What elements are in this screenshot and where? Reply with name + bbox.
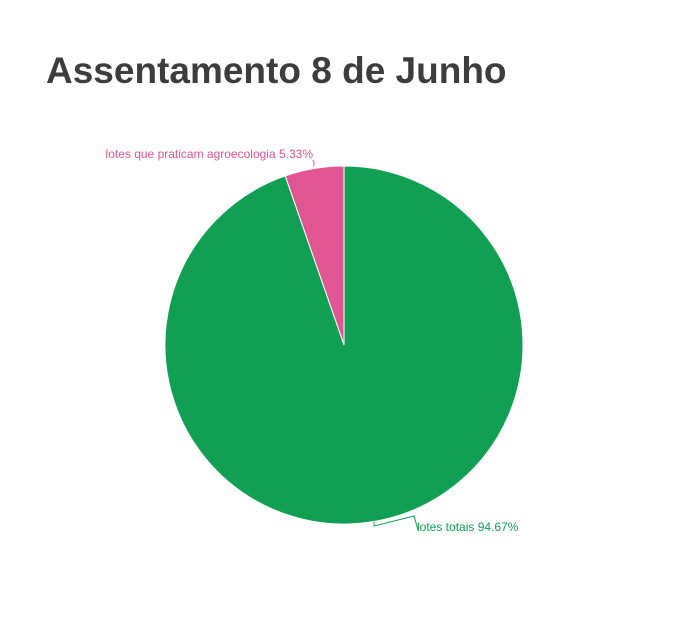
slice-labels: lotes que praticam agroecologia 5.33% lot…	[106, 147, 519, 534]
label-leaders	[312, 159, 419, 531]
pie-slice-lotes-totais	[164, 165, 524, 525]
slice-label-agroecologia: lotes que praticam agroecologia 5.33%	[106, 147, 314, 161]
pie-slices	[164, 165, 524, 525]
leader-line-lotes-totais	[373, 515, 419, 531]
chart-title: Assentamento 8 de Junho	[46, 50, 507, 91]
slice-label-lotes-totais: lotes totais 94.67%	[417, 520, 519, 534]
leader-line-agroecologia	[312, 159, 315, 167]
